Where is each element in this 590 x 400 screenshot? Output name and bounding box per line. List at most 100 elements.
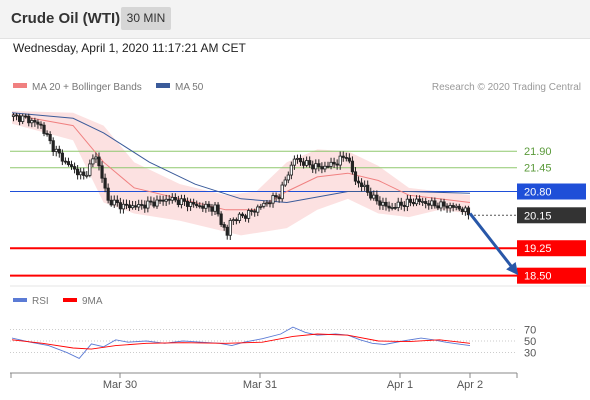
candle-body xyxy=(48,134,52,142)
candle-body xyxy=(130,205,135,209)
candle-body xyxy=(341,155,345,158)
candle-body xyxy=(326,165,330,168)
x-tick-label: Mar 30 xyxy=(103,379,137,391)
candle-body xyxy=(253,210,257,213)
candle-body xyxy=(338,155,342,166)
timeframe-button[interactable]: 30 MIN xyxy=(121,7,171,30)
legend-rsi-ma-label: 9MA xyxy=(82,296,103,307)
x-tick-label: Apr 1 xyxy=(387,379,413,391)
candle-body xyxy=(106,187,110,201)
candle-body xyxy=(115,199,119,204)
candle-body xyxy=(216,204,220,215)
candle-body xyxy=(262,202,266,207)
candle-body xyxy=(311,164,315,170)
price-layer: 21.90 21.45 20.80 20.15 19.25 18.50 xyxy=(10,110,586,284)
candle-body xyxy=(265,202,269,205)
candle-body xyxy=(439,201,443,209)
candle-body xyxy=(164,198,168,202)
candle-body xyxy=(384,201,388,207)
candle-body xyxy=(79,171,83,176)
candle-body xyxy=(292,158,297,166)
candle-body xyxy=(155,199,159,207)
candle-body xyxy=(243,215,248,219)
candle-body xyxy=(188,202,193,207)
legend-rsi-label: RSI xyxy=(32,296,49,307)
candle-body xyxy=(66,161,71,165)
level-tag-20.15 xyxy=(517,207,586,224)
candle-body xyxy=(170,197,174,201)
candle-body xyxy=(424,201,428,204)
candle-body xyxy=(51,140,55,152)
candle-body xyxy=(167,198,171,201)
candle-body xyxy=(305,160,309,166)
candle-body xyxy=(344,157,348,159)
level-label-20.80: 20.80 xyxy=(524,187,552,199)
candle-body xyxy=(466,207,471,216)
candle-body xyxy=(454,205,458,208)
candle-body xyxy=(30,120,34,124)
candle-body xyxy=(277,196,281,200)
candle-body xyxy=(219,213,223,225)
candle-body xyxy=(323,165,327,170)
forecast-arrow-shaft xyxy=(468,212,517,273)
candle-body xyxy=(237,213,242,221)
candle-body xyxy=(24,115,28,118)
rsi-ma-line xyxy=(11,333,471,350)
x-axis: Mar 30 Mar 31 Apr 1 Apr 2 xyxy=(10,373,518,391)
candle-body xyxy=(182,198,187,202)
candle-body xyxy=(271,195,275,204)
x-tick-label: Mar 31 xyxy=(243,379,277,391)
candle-body xyxy=(381,201,385,206)
candle-body xyxy=(60,152,64,162)
candle-body xyxy=(442,201,446,207)
candle-body xyxy=(274,195,278,198)
candle-body xyxy=(195,203,199,207)
candle-body xyxy=(88,163,92,176)
instrument-title: Crude Oil (WTI) xyxy=(11,10,121,27)
forecast-arrow-head xyxy=(506,262,519,276)
candle-body xyxy=(100,165,104,179)
candle-body xyxy=(18,115,22,122)
candle-body xyxy=(27,115,31,124)
candle-body xyxy=(317,163,321,168)
candle-body xyxy=(210,206,214,212)
candle-body xyxy=(320,166,324,170)
candle-body xyxy=(399,201,403,206)
candle-body xyxy=(185,201,190,207)
report-datetime: Wednesday, April 1, 2020 11:17:21 AM CET xyxy=(13,41,246,55)
candle-body xyxy=(308,160,312,166)
candle-body xyxy=(408,198,413,203)
candle-body xyxy=(192,202,196,205)
candle-body xyxy=(161,199,165,202)
level-tag-19.25 xyxy=(517,240,586,257)
candle-body xyxy=(396,201,400,208)
candle-body xyxy=(430,200,434,206)
candle-body xyxy=(143,204,147,209)
candle-body xyxy=(234,219,238,222)
legend-swatch-ma50 xyxy=(156,83,170,88)
candle-body xyxy=(372,194,376,199)
candle-body xyxy=(134,205,138,208)
legend-swatch-ma20 xyxy=(13,83,27,88)
candle-body xyxy=(411,202,416,205)
candle-body xyxy=(124,203,129,206)
candle-body xyxy=(350,160,355,173)
candle-body xyxy=(149,200,153,203)
candle-body xyxy=(436,205,440,209)
level-label-18.50: 18.50 xyxy=(524,271,552,283)
candle-body xyxy=(460,208,464,212)
candle-body xyxy=(363,184,367,187)
candle-body xyxy=(393,207,397,209)
candle-body xyxy=(256,206,260,213)
candle-body xyxy=(359,182,364,187)
candle-body xyxy=(329,161,333,167)
candle-body xyxy=(176,199,180,206)
rsi-tick-50: 50 xyxy=(524,336,536,348)
candle-body xyxy=(94,156,98,160)
level-tag-18.50 xyxy=(517,267,586,284)
candle-body xyxy=(286,174,290,181)
rsi-tick-30: 30 xyxy=(524,348,536,360)
candle-body xyxy=(179,198,184,206)
level-tag-20.80 xyxy=(517,183,586,200)
candle-body xyxy=(146,200,150,209)
